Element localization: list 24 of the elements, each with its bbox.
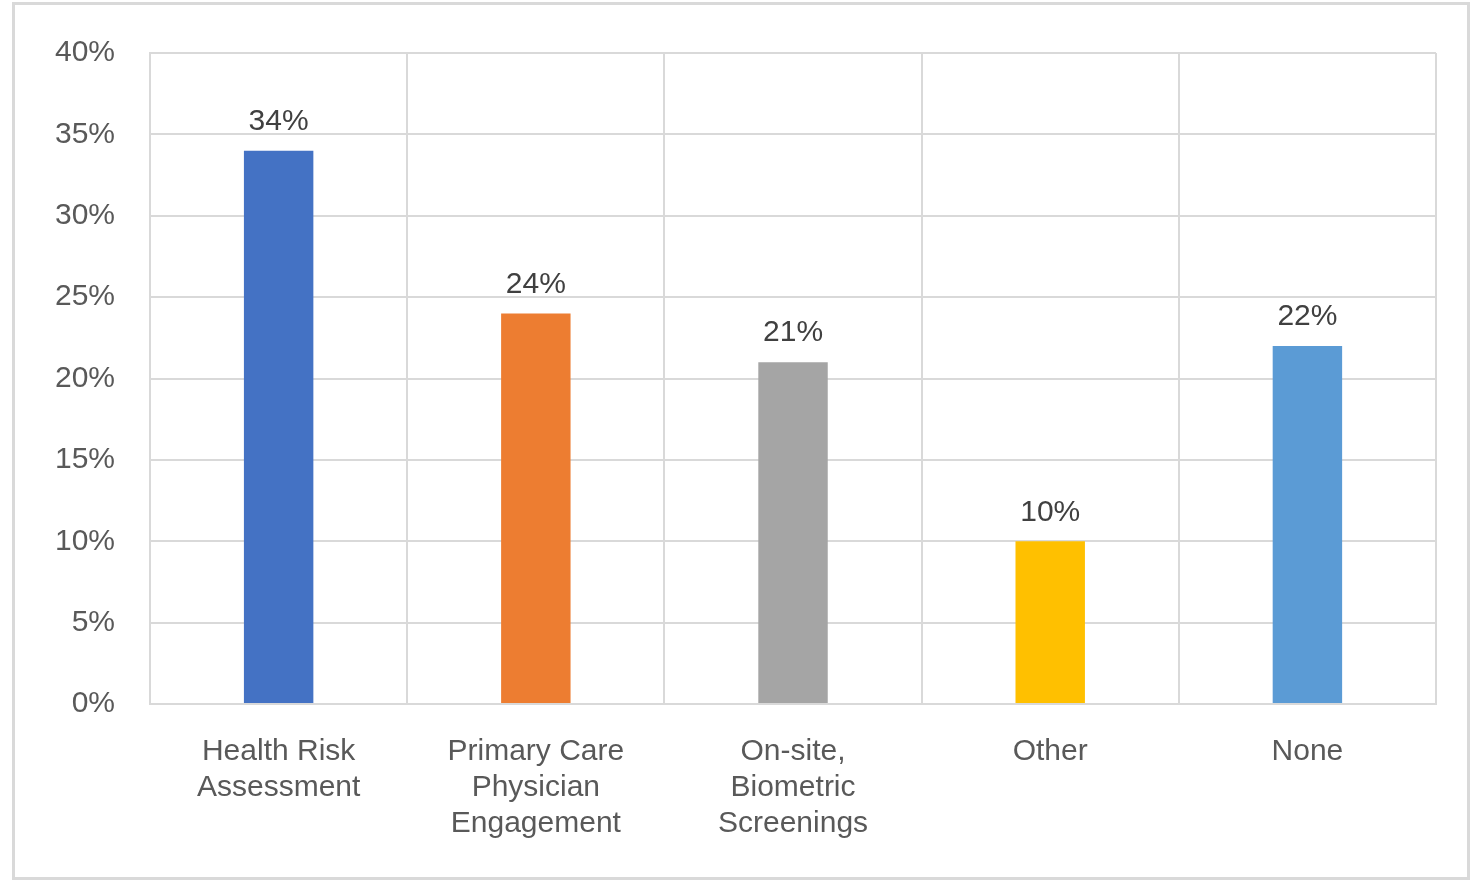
y-tick-label: 30% [55,197,116,231]
y-tick-label: 0% [71,685,116,719]
x-tick-label: On-site, Biometric Screenings [717,733,869,839]
bar [243,150,314,703]
bar [1272,345,1343,703]
bar [758,362,828,703]
y-tick-label: 15% [55,441,116,475]
bar [1015,541,1085,703]
x-tick-label: Primary Care Physician Engagement [447,733,625,839]
y-tick-label: 10% [55,522,116,556]
data-label: 21% [763,314,824,348]
x-tick-label: None [1271,733,1344,767]
data-label: 10% [1020,493,1081,527]
y-tick-label: 20% [55,359,116,393]
y-tick-label: 25% [55,278,116,312]
bar [501,313,571,703]
y-tick-label: 5% [71,603,116,637]
y-tick-label: 35% [55,115,116,149]
y-tick-label: 40% [55,34,116,68]
x-tick-label: Other [1012,733,1088,767]
data-label: 22% [1277,298,1338,332]
x-tick-label: Health Risk Assessment [196,733,361,803]
data-label: 24% [505,265,566,299]
data-label: 34% [248,102,309,136]
